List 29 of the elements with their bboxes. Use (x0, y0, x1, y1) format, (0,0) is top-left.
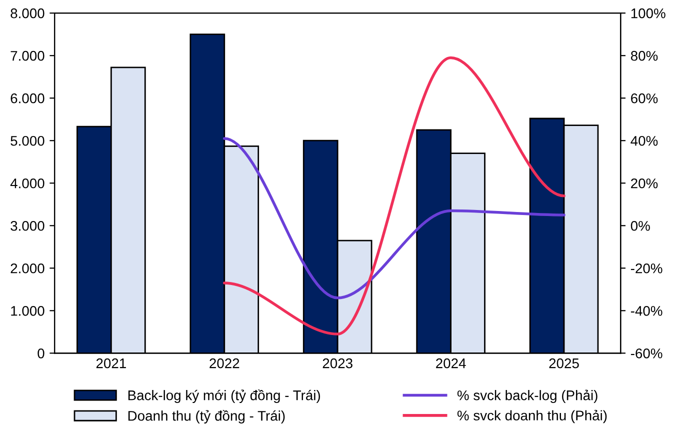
y-tick-label: 4.000 (10, 178, 44, 188)
y2-tick-label: 20% (631, 178, 658, 188)
y2-tick-label: 40% (630, 136, 658, 146)
y-tick-label: 6.000 (10, 93, 44, 104)
y2-tick-label: 0% (630, 220, 650, 231)
y2-tick-label: -40% (630, 306, 662, 316)
y2-tick-label: 60% (631, 93, 658, 104)
legend-label: % svck back-log (Phải) (457, 390, 598, 403)
x-tick-label: 2022 (210, 358, 240, 368)
y2-tick-label: -60% (630, 348, 662, 358)
y2-tick-label: 100% (631, 8, 666, 18)
y-tick-label: 5.000 (10, 136, 44, 146)
x-tick-label: 2025 (549, 358, 579, 368)
x-tick-label: 2024 (436, 358, 466, 368)
x-tick-label: 2023 (322, 358, 352, 368)
x-tick-label: 2021 (96, 358, 126, 368)
y-tick-label: 1.000 (11, 306, 44, 316)
legend-label: % svck doanh thu (Phải) (457, 410, 607, 424)
y-tick-label: 0 (38, 348, 44, 358)
y-tick-label: 8.000 (10, 8, 44, 18)
legend-label: Back-log ký mới (tỷ đồng - Trái) (128, 389, 320, 403)
line-series (222, 56, 566, 336)
y-tick-label: 3.000 (10, 220, 44, 231)
y-tick-label: 2.000 (10, 263, 44, 274)
legend-label: Doanh thu (tỷ đồng - Trái) (128, 410, 285, 424)
y2-tick-label: 80% (630, 50, 658, 61)
y-tick-label: 7.000 (10, 50, 44, 61)
y2-tick-label: -20% (630, 263, 662, 274)
line-series (222, 137, 566, 300)
